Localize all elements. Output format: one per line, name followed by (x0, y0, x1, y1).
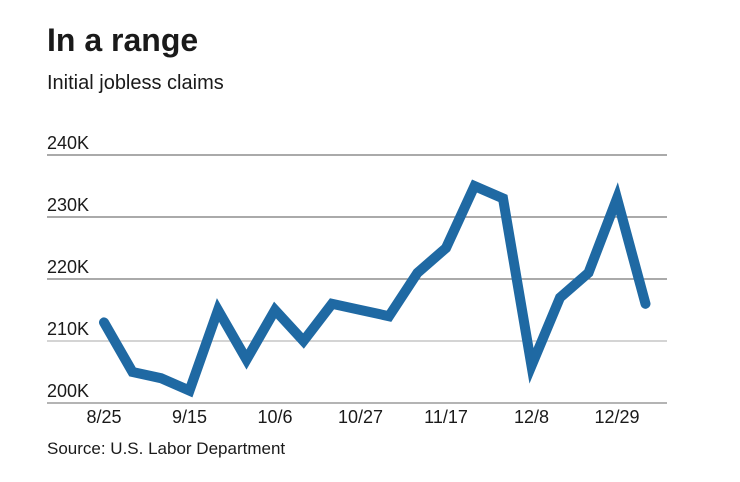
y-tick-label: 200K (47, 381, 89, 401)
y-tick-label: 240K (47, 133, 89, 153)
chart-title: In a range (47, 22, 199, 58)
y-tick-label: 230K (47, 195, 89, 215)
x-tick-label: 12/29 (594, 407, 639, 427)
chart-subtitle: Initial jobless claims (47, 72, 224, 94)
y-tick-label: 220K (47, 257, 89, 277)
y-tick-label: 210K (47, 319, 89, 339)
chart-source: Source: U.S. Labor Department (47, 439, 286, 458)
x-tick-label: 12/8 (514, 407, 549, 427)
x-tick-label: 8/25 (86, 407, 121, 427)
x-tick-label: 10/27 (338, 407, 383, 427)
x-tick-label: 9/15 (172, 407, 207, 427)
x-tick-label: 10/6 (257, 407, 292, 427)
x-tick-label: 11/17 (424, 407, 468, 427)
series-line (99, 179, 651, 398)
